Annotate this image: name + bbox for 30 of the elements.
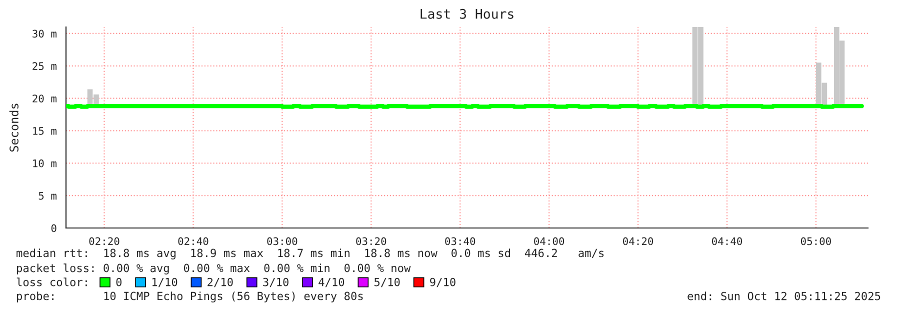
legend-label: 3/10 xyxy=(263,278,288,288)
legend-label: 9/10 xyxy=(430,278,456,288)
legend-label: 0 xyxy=(116,278,122,286)
y-tick-label: 30 m xyxy=(32,30,56,38)
legend-label: 5/10 xyxy=(374,278,400,288)
text: packet loss: 0.00 % avg 0.00 % max 0.00 % min 0.00 % now xyxy=(17,264,411,274)
y-axis-title: Seconds xyxy=(9,104,18,152)
y-tick-label: 20 m xyxy=(32,94,56,102)
x-tick-label: 03:00 xyxy=(267,237,298,246)
x-tick-label: 02:40 xyxy=(178,237,208,246)
y-tick-label: 0 xyxy=(51,224,56,232)
text: loss color: xyxy=(16,278,87,286)
y-tick-label: 25 m xyxy=(32,62,56,70)
legend-label: 4/10 xyxy=(318,278,344,288)
y-tick-label: 5 m xyxy=(38,192,56,200)
legend-label: 1/10 xyxy=(152,278,178,288)
chart-title: Last 3 Hours xyxy=(420,8,514,19)
text: end: Sun Oct 12 05:11:25 2025 xyxy=(688,292,880,300)
y-tick-label: 10 m xyxy=(33,159,56,168)
x-tick-label: 05:00 xyxy=(800,237,831,246)
x-tick-label: 04:20 xyxy=(623,237,654,246)
text: probe: 10 ICMP Echo Pings (56 Bytes) every 80s xyxy=(17,292,363,302)
y-tick-label: 15 m xyxy=(33,127,56,135)
x-tick-label: 03:40 xyxy=(445,237,476,246)
text: median rtt: 18.8 ms avg 18.9 ms max 18.7 ms min 18.8 ms now 0.0 ms sd 446.2 am/s xyxy=(16,248,604,260)
x-tick-label: 04:00 xyxy=(534,237,564,246)
x-tick-label: 03:20 xyxy=(356,237,386,246)
x-tick-label: 04:40 xyxy=(712,237,742,246)
x-tick-label: 02:20 xyxy=(89,237,120,246)
legend-label: 2/10 xyxy=(208,278,233,288)
